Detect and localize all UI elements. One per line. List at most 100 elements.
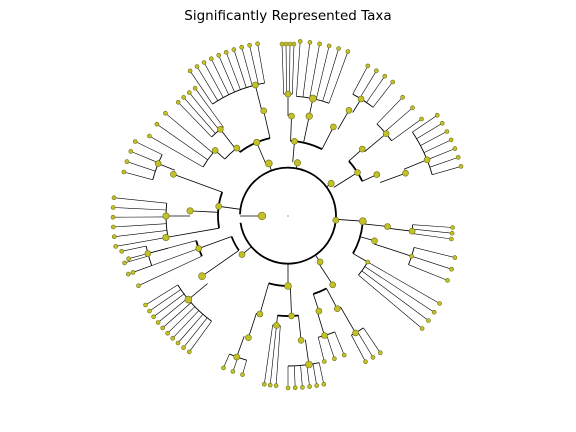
taxon-node (300, 385, 305, 390)
taxon-node (154, 121, 160, 127)
taxon-node (377, 350, 383, 356)
tree-edge (429, 157, 459, 168)
taxon-node (184, 295, 193, 304)
tree-edge (113, 207, 167, 211)
taxon-node (321, 381, 327, 387)
tree-edge (300, 365, 303, 388)
tree-edge (403, 159, 428, 170)
tree-edge (189, 92, 220, 131)
tree-edge (373, 243, 412, 257)
tree-edge (364, 133, 387, 153)
taxon-node (170, 171, 177, 178)
taxon-node (215, 203, 222, 210)
tree-root-point (287, 215, 289, 217)
tree-edge (358, 274, 423, 329)
tree-edge (263, 110, 271, 139)
taxon-node (426, 318, 431, 323)
taxon-node (288, 312, 295, 320)
taxon-node (400, 95, 405, 100)
tree-edge (352, 253, 368, 263)
taxon-node (252, 81, 259, 89)
taxon-node (449, 236, 454, 242)
tree-branch-arc (358, 261, 369, 276)
taxon-node (273, 322, 280, 329)
taxon-node (175, 340, 181, 346)
tree-edge (290, 285, 292, 316)
tree-edge (183, 317, 208, 348)
taxon-node (255, 41, 260, 47)
taxon-node (410, 105, 415, 111)
taxon-node (450, 225, 455, 230)
tree-edge (190, 210, 219, 213)
taxon-node (239, 44, 244, 50)
taxon-node (293, 159, 301, 167)
taxon-node (402, 169, 409, 177)
tree-edge (391, 118, 422, 142)
taxon-node (284, 282, 292, 290)
tree-edge (124, 255, 149, 264)
taxon-node (449, 230, 455, 236)
taxon-node (113, 244, 118, 249)
taxon-node (357, 95, 365, 103)
taxon-node (316, 258, 324, 266)
tree-edge (316, 311, 325, 336)
taxon-node (434, 113, 440, 118)
taxon-node (408, 227, 416, 235)
taxon-node (332, 356, 337, 362)
taxon-node (230, 369, 236, 374)
taxon-node (333, 305, 341, 313)
taxon-node (321, 332, 328, 339)
tree-edge (153, 293, 185, 318)
tree-edge (416, 123, 443, 139)
tree-edge (233, 49, 247, 88)
taxon-node (128, 149, 134, 154)
tree-edge (172, 310, 200, 339)
tree-edge (121, 245, 147, 252)
taxon-node (326, 43, 332, 49)
taxon-node (231, 47, 237, 52)
tree-edge (241, 47, 253, 86)
tree-edge (149, 289, 181, 312)
tree-edge (126, 161, 156, 172)
taxon-node (121, 169, 127, 175)
tree-edge (165, 227, 220, 238)
tree-edge (201, 250, 240, 277)
tree-edge (203, 62, 224, 98)
taxon-node (345, 107, 353, 114)
tree-edge (367, 261, 440, 304)
taxon-node (365, 259, 371, 265)
taxon-node (419, 116, 424, 122)
taxon-node (423, 156, 431, 164)
taxon-node (216, 52, 221, 58)
taxon-node (130, 270, 136, 275)
tree-edge (113, 197, 167, 204)
tree-edge (423, 139, 452, 153)
tree-branch-arc (352, 223, 364, 254)
taxon-node (211, 147, 219, 154)
tree-edge (211, 58, 230, 95)
taxon-node (264, 159, 273, 168)
taxon-node (332, 216, 340, 224)
taxon-node (186, 207, 194, 215)
taxon-node (217, 126, 224, 133)
taxon-node (181, 345, 186, 350)
tree-branch-arc (177, 284, 212, 322)
taxon-node (445, 278, 450, 283)
tree-edge (318, 262, 334, 286)
taxon-node (291, 138, 298, 145)
taxon-node (419, 326, 425, 331)
taxon-node (317, 41, 322, 47)
taxon-node (165, 330, 170, 336)
taxon-node (431, 309, 437, 315)
tree-edge (194, 88, 224, 128)
taxon-node (154, 160, 162, 167)
taxon-node (111, 195, 117, 200)
tree-edge (326, 334, 335, 359)
tree-branch-arc (412, 131, 433, 175)
taxon-node (261, 381, 267, 387)
tree-edge (376, 97, 403, 125)
tree-edge (318, 362, 325, 385)
tree-edge (328, 51, 349, 104)
tree-edge (123, 171, 153, 181)
taxon-node (187, 349, 192, 355)
